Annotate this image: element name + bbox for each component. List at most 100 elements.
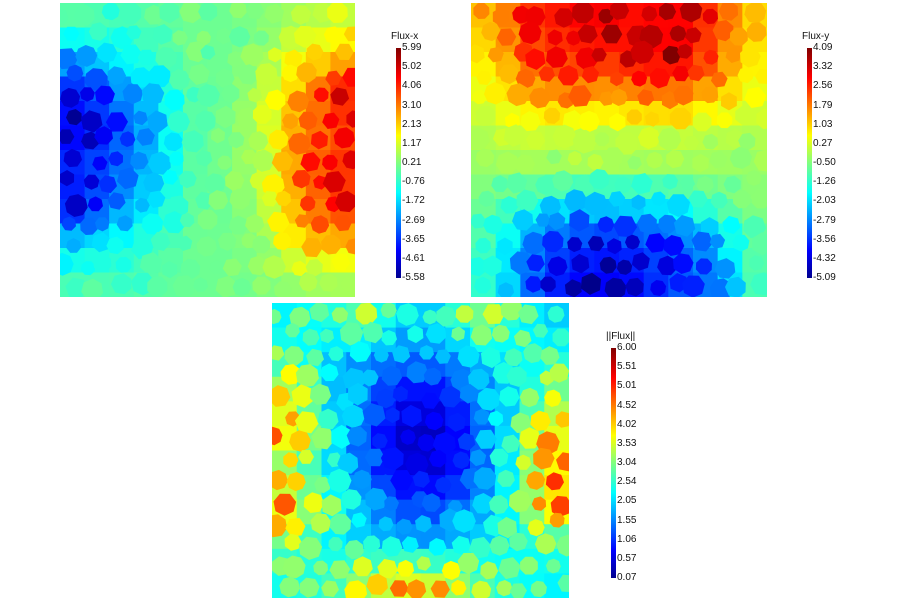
grain-polygon <box>63 26 80 41</box>
colorbar-tick-label: 4.06 <box>402 80 422 92</box>
colorbar-tick-label: 4.02 <box>617 418 637 430</box>
flux-magnitude-colorbar-title: ||Flux|| <box>606 331 636 342</box>
grain-polygon <box>645 111 660 127</box>
grain-polygon <box>365 487 388 511</box>
colorbar-tick-label: -5.58 <box>402 272 425 283</box>
grain-polygon <box>743 215 767 239</box>
grain-polygon <box>381 365 403 386</box>
grain-polygon <box>457 553 480 575</box>
grain-polygon <box>552 170 574 192</box>
grain-polygon <box>294 411 319 434</box>
grain-polygon <box>451 579 467 596</box>
grain-polygon <box>341 489 362 510</box>
grain-polygon <box>432 431 456 455</box>
grain-polygon <box>240 43 264 67</box>
grain-polygon <box>321 234 341 255</box>
grain-polygon <box>691 231 713 252</box>
grain-polygon <box>543 107 561 124</box>
grain-polygon <box>534 533 557 555</box>
grain-polygon <box>80 217 98 235</box>
grain-polygon <box>66 109 82 126</box>
grain-polygon <box>143 172 165 194</box>
grain-polygon <box>135 197 150 213</box>
grain-polygon <box>552 328 569 347</box>
grain-polygon <box>522 231 546 255</box>
grain-polygon <box>650 280 667 296</box>
grain-polygon <box>166 195 189 218</box>
grain-polygon <box>470 324 493 346</box>
grain-polygon <box>271 151 294 172</box>
grain-polygon <box>523 343 544 364</box>
grain-polygon <box>753 149 767 172</box>
grain-polygon <box>310 130 328 150</box>
grain-polygon <box>459 383 478 404</box>
grain-polygon <box>302 328 320 346</box>
grain-polygon <box>60 129 75 144</box>
grain-polygon <box>81 278 104 297</box>
grain-polygon <box>291 260 307 277</box>
grain-polygon <box>63 148 82 168</box>
colorbar-tick-label: -1.72 <box>402 195 425 207</box>
grain-polygon <box>510 412 532 433</box>
grain-polygon <box>737 67 753 84</box>
grain-polygon <box>732 234 750 252</box>
colorbar-tick-label: 5.51 <box>617 361 637 373</box>
grain-polygon <box>262 255 286 279</box>
grain-polygon <box>309 303 330 323</box>
colorbar-tick-label: 2.13 <box>402 118 422 130</box>
grain-polygon <box>525 276 543 293</box>
grain-polygon <box>565 30 581 46</box>
grain-polygon <box>328 346 344 362</box>
grain-polygon <box>662 174 679 190</box>
grain-polygon <box>221 84 240 103</box>
grain-polygon <box>546 46 568 68</box>
grain-polygon <box>162 211 186 234</box>
grain-polygon <box>217 155 232 170</box>
grain-polygon <box>749 255 765 271</box>
grain-polygon <box>569 209 590 232</box>
grain-polygon <box>564 279 582 297</box>
grain-polygon <box>468 536 492 559</box>
grain-polygon <box>637 89 655 106</box>
grain-polygon <box>193 277 208 292</box>
grain-polygon <box>533 447 555 470</box>
grain-polygon <box>547 29 563 46</box>
grain-polygon <box>552 124 577 149</box>
grain-polygon <box>141 83 165 106</box>
grain-polygon <box>348 382 368 406</box>
grain-polygon <box>273 232 292 251</box>
grain-polygon <box>261 191 279 207</box>
grain-polygon <box>298 111 318 131</box>
grain-polygon <box>425 323 447 344</box>
grain-polygon <box>152 24 173 45</box>
colorbar-tick-label: 1.55 <box>617 514 637 526</box>
grain-polygon <box>550 495 569 517</box>
grain-polygon <box>491 324 510 343</box>
grain-polygon <box>289 430 311 452</box>
grain-polygon <box>218 232 237 251</box>
grain-polygon <box>405 452 429 477</box>
grain-polygon <box>452 509 476 533</box>
colorbar-tick-label: 0.27 <box>813 137 833 149</box>
grain-polygon <box>746 170 762 186</box>
grain-polygon <box>657 127 682 151</box>
grain-polygon <box>105 112 128 132</box>
colorbar-tick-label: -5.09 <box>813 272 836 283</box>
grain-polygon <box>709 150 728 169</box>
grain-polygon <box>84 68 108 91</box>
grain-polygon <box>396 518 413 535</box>
grain-polygon <box>195 149 213 167</box>
grain-polygon <box>575 47 598 70</box>
grain-polygon <box>80 87 95 102</box>
grain-polygon <box>451 326 465 342</box>
grain-polygon <box>469 449 487 467</box>
grain-polygon <box>252 105 272 124</box>
colorbar-tick-label: 2.56 <box>813 80 833 92</box>
grain-polygon <box>60 87 81 108</box>
grain-polygon <box>95 85 115 106</box>
grain-polygon <box>631 70 648 87</box>
grain-polygon <box>390 470 414 491</box>
grain-polygon <box>314 87 329 102</box>
grain-polygon <box>680 176 696 190</box>
grain-polygon <box>501 434 521 454</box>
